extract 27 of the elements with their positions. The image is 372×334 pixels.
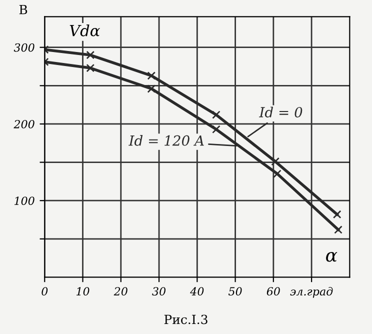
series-label: Id = 0 xyxy=(258,106,302,118)
annotation: α xyxy=(326,252,338,262)
x-tick-label: эл.град xyxy=(290,286,333,298)
x-tick-label: 20 xyxy=(114,287,128,296)
point xyxy=(147,72,156,80)
point xyxy=(147,84,156,93)
point xyxy=(212,125,220,134)
y-tick-label: 200 xyxy=(14,120,34,128)
y-tick-label: 300 xyxy=(14,43,34,52)
text: Рис.I.3 xyxy=(164,314,208,324)
point xyxy=(334,226,342,234)
legend-label: Id = 120 A xyxy=(128,135,204,146)
x-tick-label: 30 xyxy=(152,287,166,296)
y-axis-title: В xyxy=(19,4,28,14)
point xyxy=(212,110,220,119)
y-tick-label: 100 xyxy=(14,196,34,205)
x-tick-label: 60 xyxy=(266,287,280,296)
point xyxy=(273,170,282,178)
annotation: Vdα xyxy=(70,24,100,36)
point xyxy=(332,210,342,219)
x-tick-label: 50 xyxy=(228,287,242,296)
x-tick-label: 40 xyxy=(190,287,204,296)
x-tick-label: 10 xyxy=(76,287,90,296)
point xyxy=(271,157,280,166)
point xyxy=(86,50,95,60)
x-tick-label: 0 xyxy=(42,287,48,296)
point xyxy=(86,64,95,72)
